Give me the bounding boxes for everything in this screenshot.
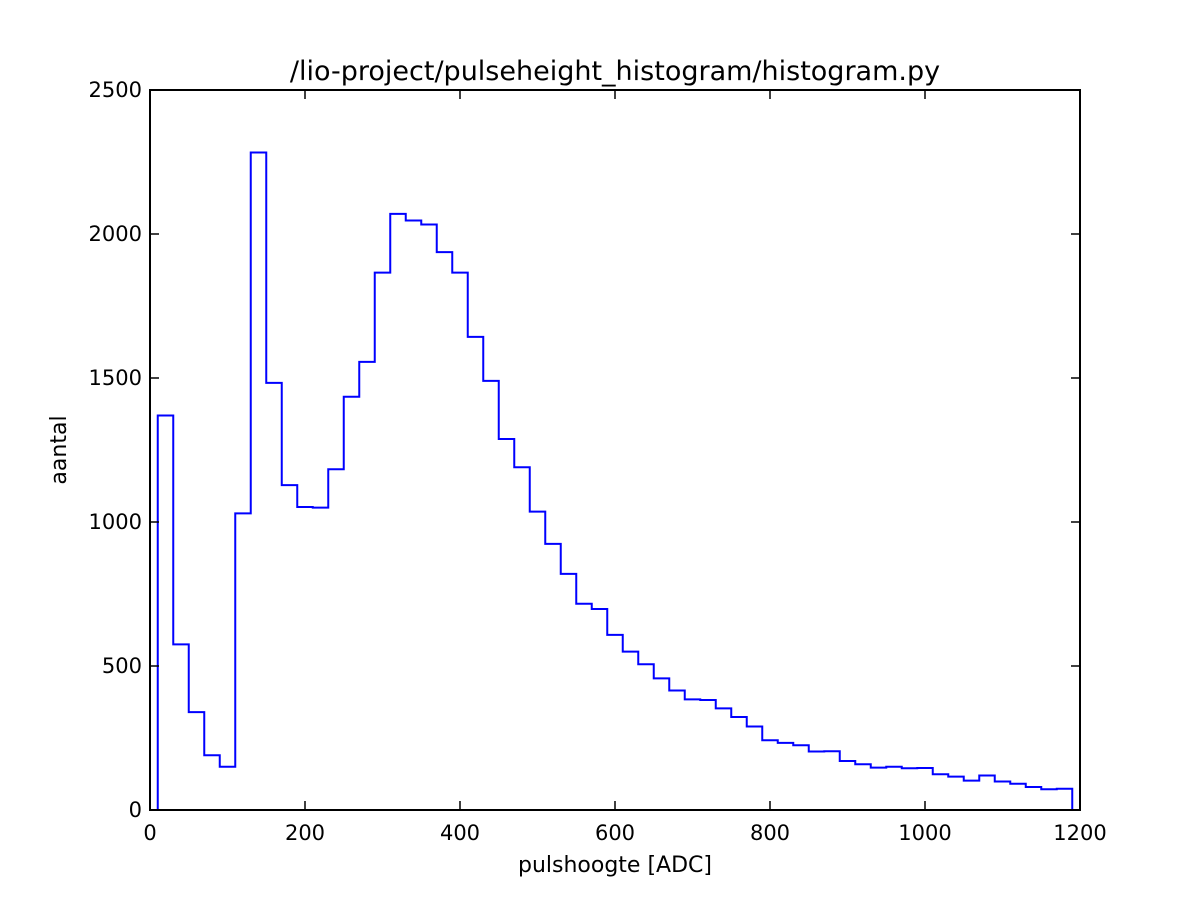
histogram-bin bbox=[189, 712, 205, 810]
histogram-bin bbox=[1041, 789, 1057, 810]
histogram-bin bbox=[948, 777, 964, 810]
x-tick-label: 1000 bbox=[898, 821, 951, 845]
histogram-bin bbox=[871, 768, 887, 810]
x-tick-label: 400 bbox=[440, 821, 480, 845]
histogram-bin bbox=[778, 743, 794, 810]
histogram-bin bbox=[282, 485, 298, 810]
histogram-bin bbox=[266, 383, 282, 810]
histogram-bin bbox=[313, 508, 329, 810]
histogram-bin bbox=[669, 690, 685, 810]
histogram-bin bbox=[499, 439, 515, 810]
histogram-bin bbox=[344, 397, 360, 810]
histogram-bin bbox=[716, 708, 732, 810]
histogram-bin bbox=[1057, 789, 1073, 810]
y-axis-label: aantal bbox=[47, 415, 72, 484]
x-axis-label: pulshoogte [ADC] bbox=[518, 853, 712, 878]
histogram-bin bbox=[251, 152, 267, 810]
y-tick-label: 1000 bbox=[89, 510, 142, 534]
histogram-bin bbox=[1026, 787, 1042, 810]
histogram-bin bbox=[623, 652, 639, 810]
histogram-bin bbox=[406, 220, 422, 810]
histogram-bin bbox=[375, 273, 391, 810]
histogram-bin bbox=[902, 768, 918, 810]
histogram-bin bbox=[607, 635, 623, 810]
histogram-bin bbox=[204, 755, 220, 810]
histogram-bin bbox=[840, 761, 856, 810]
histogram-bin bbox=[685, 699, 701, 810]
histogram-bin bbox=[421, 224, 437, 810]
histogram-bin bbox=[359, 362, 375, 810]
histogram-bin bbox=[390, 214, 406, 810]
histogram-bin bbox=[638, 664, 654, 810]
histogram-bin bbox=[979, 775, 995, 810]
histogram-bin bbox=[158, 415, 174, 810]
histogram-bin bbox=[1010, 784, 1026, 810]
histogram-bin bbox=[824, 751, 840, 810]
histogram-bin bbox=[530, 512, 546, 810]
histogram-bin bbox=[483, 381, 499, 810]
x-tick-label: 200 bbox=[285, 821, 325, 845]
y-tick-label: 2500 bbox=[89, 78, 142, 102]
histogram-bin bbox=[592, 609, 608, 810]
y-tick-label: 0 bbox=[129, 798, 142, 822]
histogram-bin bbox=[855, 764, 871, 810]
y-tick-label: 1500 bbox=[89, 366, 142, 390]
chart-title: /lio-project/pulseheight_histogram/histo… bbox=[290, 56, 940, 87]
histogram-bin bbox=[700, 700, 716, 810]
histogram-bin bbox=[452, 273, 468, 810]
histogram-bin bbox=[173, 644, 189, 810]
histogram-bin bbox=[762, 740, 778, 810]
histogram-bin bbox=[654, 678, 670, 810]
histogram-bin bbox=[235, 513, 251, 810]
x-tick-label: 0 bbox=[143, 821, 156, 845]
histogram-bin bbox=[747, 726, 763, 810]
histogram-bin bbox=[995, 781, 1011, 810]
y-tick-label: 2000 bbox=[89, 222, 142, 246]
histogram-bin bbox=[220, 767, 236, 810]
histogram-bin bbox=[437, 252, 453, 810]
x-tick-label: 1200 bbox=[1053, 821, 1106, 845]
x-tick-label: 800 bbox=[750, 821, 790, 845]
histogram-bin bbox=[468, 337, 484, 810]
x-tick-label: 600 bbox=[595, 821, 635, 845]
histogram-bin bbox=[731, 717, 747, 810]
y-tick-label: 500 bbox=[102, 654, 142, 678]
histogram-bin bbox=[933, 774, 949, 810]
plot-background bbox=[150, 90, 1080, 810]
histogram-bin bbox=[561, 574, 577, 810]
histogram-bin bbox=[514, 467, 530, 810]
histogram-bin bbox=[793, 745, 809, 810]
histogram-bin bbox=[328, 469, 344, 810]
histogram-bin bbox=[809, 752, 825, 810]
histogram-bin bbox=[576, 604, 592, 810]
histogram-bin bbox=[297, 507, 313, 810]
histogram-step-line bbox=[156, 151, 1074, 810]
plot-area: 0 200 400 600 800 1000 1200 0 500 1000 1500 2000 250… bbox=[89, 78, 1107, 845]
histogram-bin bbox=[545, 544, 561, 810]
histogram-bin bbox=[886, 767, 902, 810]
histogram-bin bbox=[964, 781, 980, 810]
